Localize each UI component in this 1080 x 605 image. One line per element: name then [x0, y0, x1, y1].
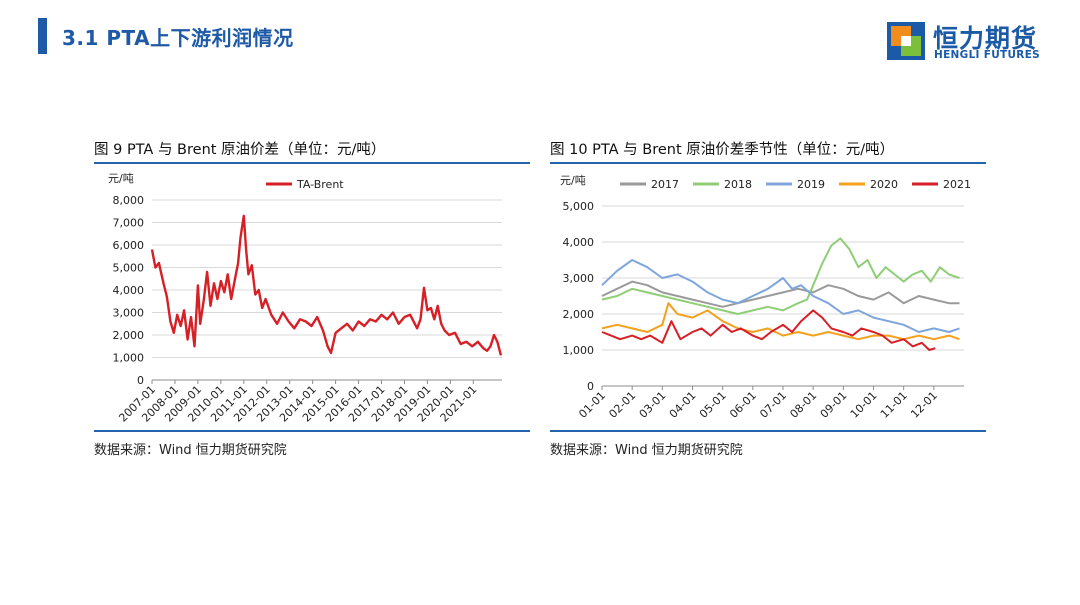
fig10-y-axis-label: 元/吨 [560, 174, 586, 187]
fig10-series-line-2021 [601, 309, 936, 351]
fig10-y-tick-label: 0 [587, 380, 594, 393]
fig10-y-tick-label: 1,000 [563, 344, 595, 357]
fig9-y-tick-label: 2,000 [113, 329, 145, 342]
figure-9-chart: 0 1,000 2,000 3,000 4,000 5,000 6,000 7,000 8,00… [108, 172, 503, 425]
fig9-y-tick-label: 3,000 [113, 307, 145, 320]
fig10-series-line-2017 [601, 280, 960, 308]
page-title: 3.1 PTA上下游利润情况 [62, 26, 294, 50]
fig10-x-tick-label: 08-01 [787, 389, 819, 421]
fig10-x-tick-label: 11-01 [878, 389, 910, 421]
fig10-x-tick-label: 09-01 [818, 389, 850, 421]
figure-10-title: 图 10 PTA 与 Brent 原油价差季节性（单位：元/吨） [550, 142, 895, 158]
fig9-y-tick-label: 1,000 [113, 352, 145, 365]
fig10-x-tick-label: 02-01 [606, 389, 638, 421]
fig10-legend-label: 2019 [797, 178, 825, 191]
figure-10-panel: 图 10 PTA 与 Brent 原油价差季节性（单位：元/吨） 0 1,000 2… [550, 138, 986, 458]
fig10-x-tick-label: 07-01 [757, 389, 789, 421]
fig10-y-tick-label: 3,000 [563, 272, 595, 285]
figure-10-chart: 0 1,000 2,000 3,000 4,000 5,000 01-0102-0103-0… [560, 174, 971, 421]
fig10-x-tick-label: 06-01 [727, 389, 759, 421]
hengli-logo-mark-icon [887, 22, 925, 60]
fig9-series-line-ta-brent [150, 214, 503, 356]
figure-9-top-rule [94, 162, 530, 164]
fig10-y-tick-label: 4,000 [563, 236, 595, 249]
figure-9-source: 数据来源：Wind 恒力期货研究院 [94, 443, 287, 458]
fig10-series-line-2019 [601, 259, 960, 333]
figure-9-bottom-rule [94, 430, 530, 432]
logo-chinese-name: 恒力期货 [933, 24, 1038, 53]
fig9-y-tick-label: 6,000 [113, 239, 145, 252]
logo-english-name: HENGLI FUTURES [934, 49, 1041, 61]
fig10-x-tick-label: 01-01 [576, 389, 608, 421]
figure-10-source: 数据来源：Wind 恒力期货研究院 [550, 443, 743, 458]
figure-9-title: 图 9 PTA 与 Brent 原油价差（单位：元/吨） [94, 142, 386, 158]
hengli-logo: 恒力期货 HENGLI FUTURES [887, 22, 1057, 64]
fig10-y-tick-label: 2,000 [563, 308, 595, 321]
figure-10-bottom-rule [550, 430, 986, 432]
fig9-y-tick-label: 8,000 [113, 194, 145, 207]
fig10-x-tick-label: 05-01 [697, 389, 729, 421]
fig9-y-tick-label: 5,000 [113, 262, 145, 275]
fig10-legend-label: 2017 [651, 178, 679, 191]
fig9-y-tick-label: 4,000 [113, 284, 145, 297]
fig10-x-tick-label: 03-01 [637, 389, 669, 421]
fig10-y-tick-label: 5,000 [563, 200, 595, 213]
figure-9-panel: 图 9 PTA 与 Brent 原油价差（单位：元/吨） 0 1,000 2,000… [94, 138, 530, 458]
fig10-legend-label: 2020 [870, 178, 898, 191]
fig9-y-tick-label: 7,000 [113, 217, 145, 230]
fig10-x-tick-label: 10-01 [848, 389, 880, 421]
fig10-series-line-2018 [601, 237, 960, 315]
fig10-x-tick-label: 12-01 [908, 389, 940, 421]
fig9-y-tick-label: 0 [137, 374, 144, 387]
fig9-legend-label: TA-Brent [296, 178, 344, 191]
fig10-legend-label: 2021 [943, 178, 971, 191]
fig10-x-tick-label: 04-01 [667, 389, 699, 421]
fig10-legend-label: 2018 [724, 178, 752, 191]
title-accent-bar [38, 18, 47, 54]
fig10-series-line-2020 [601, 302, 960, 341]
fig9-y-axis-label: 元/吨 [108, 172, 134, 185]
figure-10-top-rule [550, 162, 986, 164]
